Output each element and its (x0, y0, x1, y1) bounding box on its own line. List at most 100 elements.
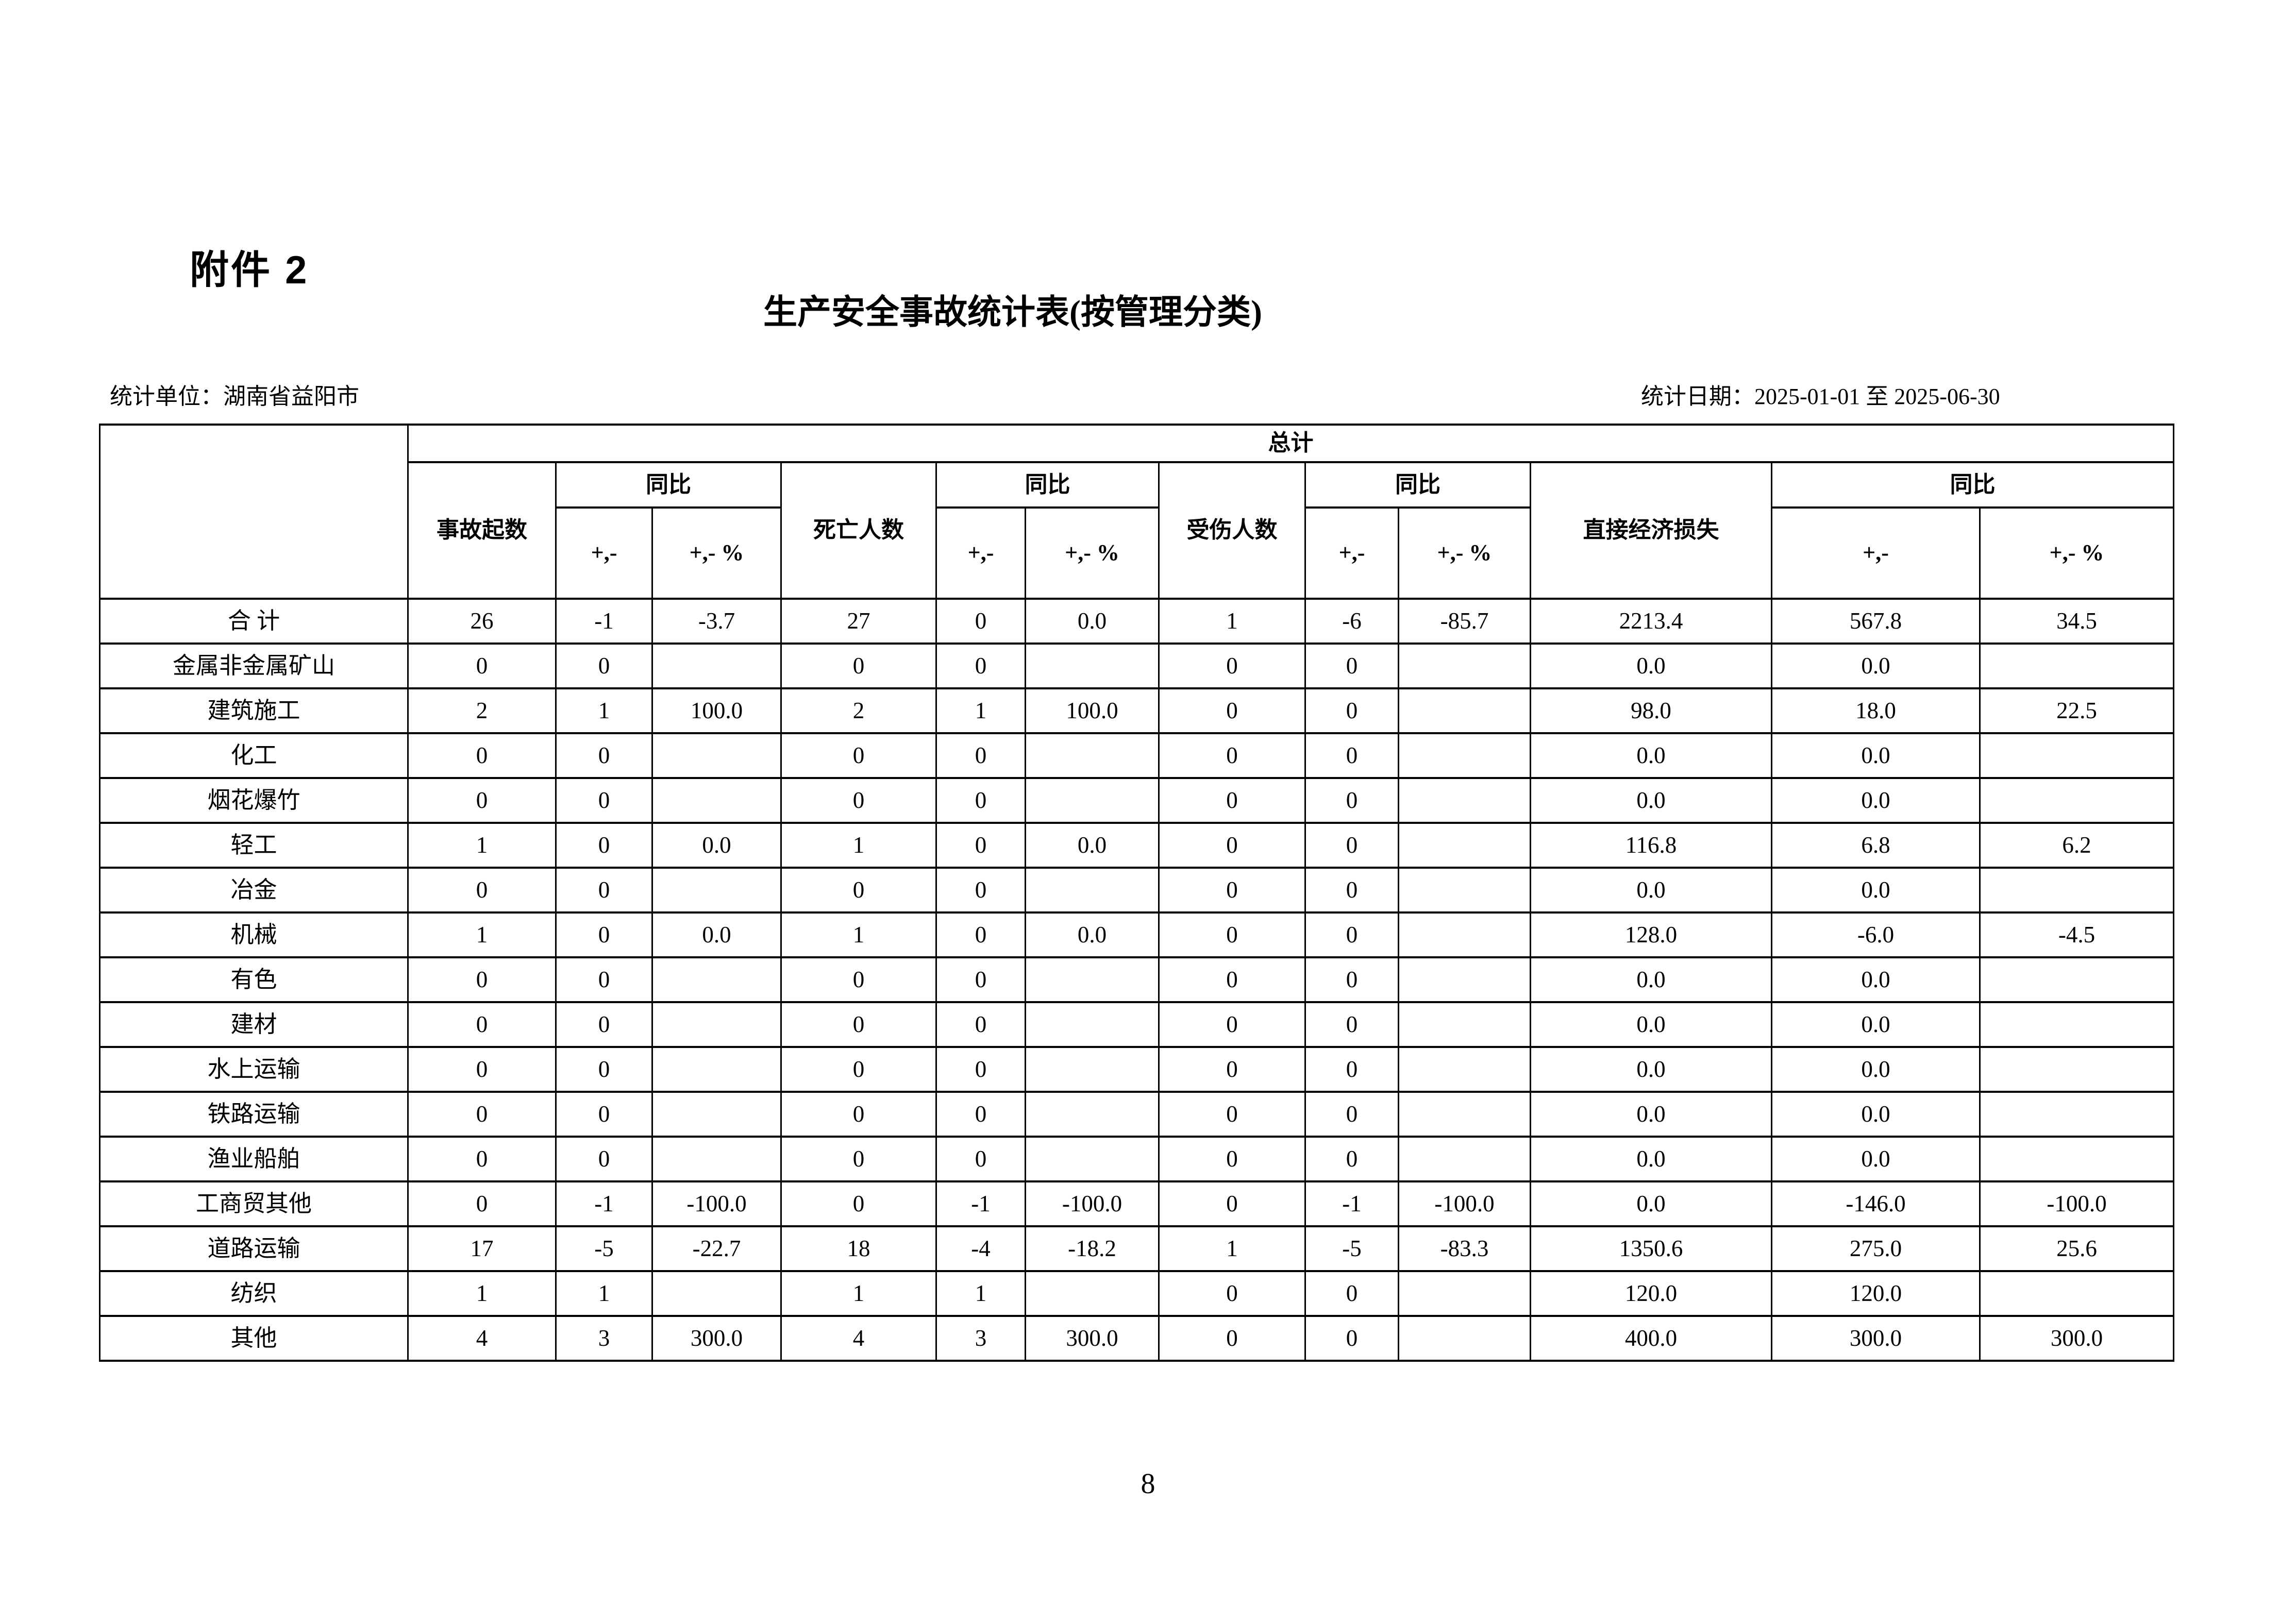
cell-value (651, 777, 782, 824)
cell-value: 0.0 (1530, 956, 1772, 1003)
cell-value: 0 (1158, 1001, 1306, 1048)
cell-value: 0 (780, 956, 937, 1003)
cell-value (1025, 1270, 1160, 1317)
cell-value: 0.0 (1530, 643, 1772, 689)
row-category: 化工 (99, 732, 409, 779)
cell-value: -4 (935, 1225, 1026, 1272)
table-row: 其他 4 3 300.0 4 3 300.0 0 0 400.0 300.0 3… (99, 1315, 2175, 1362)
cell-value: -100.0 (651, 1180, 782, 1227)
cell-value: 0 (1158, 956, 1306, 1003)
cell-value (651, 643, 782, 689)
cell-value: 0 (1158, 822, 1306, 869)
cell-value: 0 (780, 643, 937, 689)
cell-value: 0.0 (1771, 732, 1981, 779)
cell-value: 0 (935, 598, 1026, 645)
cell-value: 300.0 (651, 1315, 782, 1362)
cell-value: 567.8 (1771, 598, 1981, 645)
cell-value: 0 (555, 732, 653, 779)
cell-value: 0 (1158, 1180, 1306, 1227)
table-row: 工商贸其他 0 -1 -100.0 0 -1 -100.0 0 -1 -100.… (99, 1180, 2175, 1227)
cell-value: -100.0 (1025, 1180, 1160, 1227)
cell-value: 0 (407, 732, 557, 779)
cell-value: 0 (780, 1180, 937, 1227)
cell-value: 300.0 (1025, 1315, 1160, 1362)
cell-value (1979, 1270, 2175, 1317)
cell-value: 0 (555, 1001, 653, 1048)
row-category: 机械 (99, 911, 409, 958)
cell-value: 1 (780, 911, 937, 958)
cell-value: 116.8 (1530, 822, 1772, 869)
cell-value: 0.0 (1025, 598, 1160, 645)
cell-value (651, 1136, 782, 1182)
table-row: 铁路运输 0 0 0 0 0 0 0.0 0.0 (99, 1091, 2175, 1138)
cell-value: -1 (1304, 1180, 1399, 1227)
row-category: 建筑施工 (99, 687, 409, 734)
cell-value: 0 (407, 867, 557, 914)
cell-value: 128.0 (1530, 911, 1772, 958)
table-row: 建材 0 0 0 0 0 0 0.0 0.0 (99, 1001, 2175, 1048)
metric-header-economic-loss: 直接经济损失 (1530, 461, 1772, 600)
cell-value: 0 (1304, 911, 1399, 958)
cell-value (1979, 1136, 2175, 1182)
row-category: 道路运输 (99, 1225, 409, 1272)
cell-value: 0 (935, 956, 1026, 1003)
cell-value: 0.0 (651, 822, 782, 869)
cell-value: 0 (935, 1136, 1026, 1182)
stat-date-label: 统计日期：2025-01-01 至 2025-06-30 (1641, 384, 2000, 409)
cell-value: 0 (780, 777, 937, 824)
plus-minus-pct-header: +,- % (1979, 506, 2175, 600)
cell-value: 1 (1158, 1225, 1306, 1272)
cell-value: 120.0 (1530, 1270, 1772, 1317)
cell-value: 0 (1304, 1046, 1399, 1093)
cell-value: 0.0 (1025, 911, 1160, 958)
table-row: 水上运输 0 0 0 0 0 0 0.0 0.0 (99, 1046, 2175, 1093)
cell-value (1398, 1136, 1531, 1182)
cell-value: 0 (555, 1136, 653, 1182)
table-row: 化工 0 0 0 0 0 0 0.0 0.0 (99, 732, 2175, 779)
cell-value: 0.0 (1530, 867, 1772, 914)
cell-value: 0 (555, 956, 653, 1003)
cell-value: 0.0 (1025, 822, 1160, 869)
cell-value: 1 (935, 1270, 1026, 1317)
stat-unit-label: 统计单位：湖南省益阳市 (110, 384, 359, 409)
table-row: 建筑施工 2 1 100.0 2 1 100.0 0 0 98.0 18.0 2… (99, 687, 2175, 734)
cell-value (1979, 777, 2175, 824)
cell-value: 0 (935, 1046, 1026, 1093)
cell-value (651, 1001, 782, 1048)
cell-value (651, 1046, 782, 1093)
cell-value (1979, 1001, 2175, 1048)
cell-value: 1 (555, 1270, 653, 1317)
yoy-header-economic-loss: 同比 (1770, 461, 2175, 509)
table-row: 渔业船舶 0 0 0 0 0 0 0.0 0.0 (99, 1136, 2175, 1182)
cell-value: 1 (407, 911, 557, 958)
attachment-label: 附件 2 (190, 248, 309, 292)
metric-header-injuries: 受伤人数 (1158, 461, 1306, 600)
cell-value (1398, 1091, 1531, 1138)
cell-value: 0 (1304, 643, 1399, 689)
cell-value: 2 (780, 687, 937, 734)
page-title: 生产安全事故统计表(按管理分类) (763, 294, 1262, 331)
cell-value (1025, 1046, 1160, 1093)
cell-value: 0.0 (1771, 777, 1981, 824)
cell-value: 0 (555, 777, 653, 824)
cell-value: 300.0 (1979, 1315, 2175, 1362)
row-category: 纺织 (99, 1270, 409, 1317)
cell-value: 0 (935, 822, 1026, 869)
cell-value: 0 (1158, 1270, 1306, 1317)
cell-value (1398, 643, 1531, 689)
cell-value: 6.8 (1771, 822, 1981, 869)
table-row: 合 计 26 -1 -3.7 27 0 0.0 1 -6 -85.7 2213.… (99, 598, 2175, 645)
cell-value: 0.0 (1771, 1091, 1981, 1138)
cell-value (1398, 687, 1531, 734)
cell-value: 0.0 (1530, 1136, 1772, 1182)
cell-value: 1 (780, 822, 937, 869)
row-category: 其他 (99, 1315, 409, 1362)
cell-value: 4 (780, 1315, 937, 1362)
cell-value: -1 (555, 1180, 653, 1227)
cell-value: 0 (1304, 732, 1399, 779)
metric-header-deaths: 死亡人数 (780, 461, 937, 600)
cell-value: 0.0 (1771, 956, 1981, 1003)
cell-value: -146.0 (1771, 1180, 1981, 1227)
cell-value (1025, 956, 1160, 1003)
cell-value: 0 (1158, 1315, 1306, 1362)
